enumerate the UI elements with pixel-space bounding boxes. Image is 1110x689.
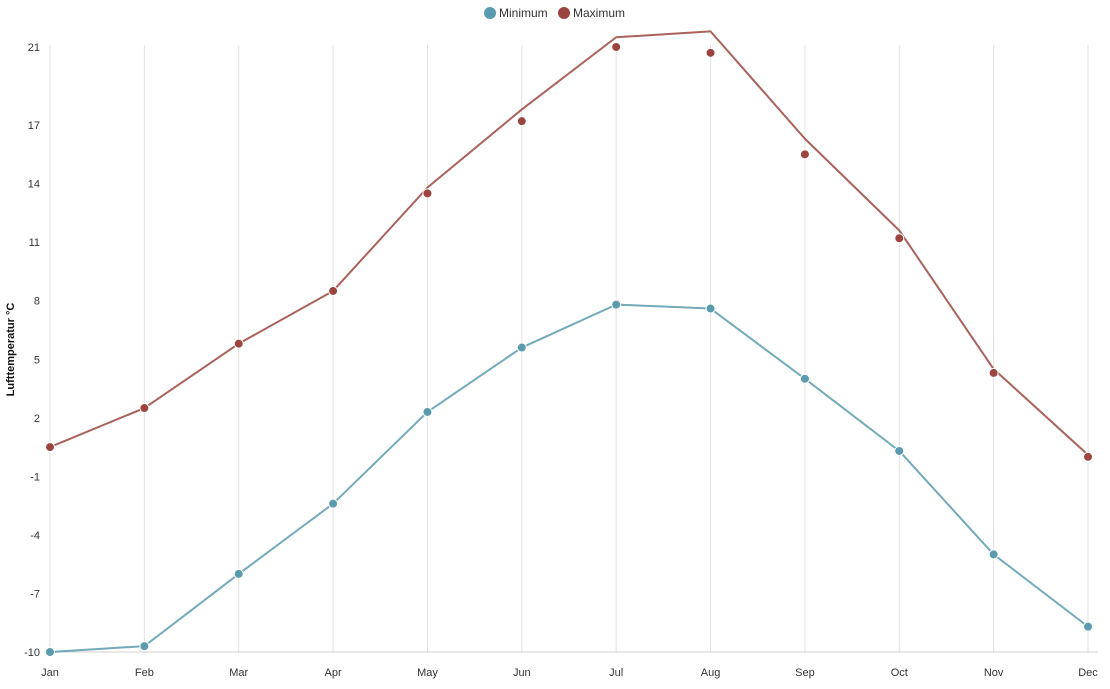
y-tick-minus1: -1: [30, 471, 40, 483]
point-maximum-oct[interactable]: [894, 233, 905, 244]
y-tick-2: 2: [34, 413, 40, 425]
point-maximum-nov[interactable]: [988, 367, 999, 378]
legend[interactable]: Minimum Maximum: [484, 6, 625, 20]
series: [45, 30, 1093, 657]
point-minimum-jun[interactable]: [516, 342, 527, 353]
point-minimum-mar[interactable]: [233, 568, 244, 579]
legend-marker-minimum: [484, 7, 496, 19]
grid: [49, 45, 1089, 652]
legend-item-minimum[interactable]: Minimum: [484, 6, 548, 20]
legend-item-maximum[interactable]: Maximum: [558, 6, 625, 20]
point-minimum-feb[interactable]: [139, 641, 150, 652]
point-minimum-aug[interactable]: [705, 303, 716, 314]
point-minimum-dec[interactable]: [1083, 621, 1093, 632]
y-tick-minus10: -10: [24, 647, 40, 659]
point-minimum-apr[interactable]: [328, 498, 339, 509]
point-maximum-dec[interactable]: [1083, 451, 1093, 462]
y-tick-17: 17: [28, 120, 40, 132]
y-tick-21: 21: [28, 42, 40, 54]
x-tick-oct: Oct: [891, 667, 908, 679]
axes: Jan Feb Mar Apr May Jun Jul Aug Sep Oct Nov Dec -10 -…: [24, 42, 1098, 679]
x-tick-jan: Jan: [41, 667, 59, 679]
x-tick-nov: Nov: [984, 667, 1004, 679]
y-tick-14: 14: [28, 179, 40, 191]
x-tick-aug: Aug: [701, 667, 721, 679]
x-tick-mar: Mar: [229, 667, 248, 679]
point-minimum-oct[interactable]: [894, 445, 905, 456]
point-maximum-apr[interactable]: [328, 285, 339, 296]
y-tick-minus7: -7: [30, 588, 40, 600]
y-tick-11: 11: [29, 237, 40, 249]
x-tick-dec: Dec: [1078, 667, 1098, 679]
x-tick-may: May: [417, 667, 438, 679]
y-tick-minus4: -4: [30, 530, 40, 542]
series-minimum: [45, 299, 1093, 657]
x-tick-apr: Apr: [325, 667, 342, 679]
point-minimum-jul[interactable]: [611, 299, 622, 310]
point-minimum-jan[interactable]: [45, 647, 55, 657]
legend-marker-maximum: [558, 7, 570, 19]
x-tick-sep: Sep: [795, 667, 815, 679]
series-line-minimum: [49, 303, 1089, 653]
y-tick-8: 8: [34, 296, 40, 308]
series-maximum: [45, 30, 1093, 462]
x-tick-jul: Jul: [609, 667, 623, 679]
legend-label-maximum: Maximum: [573, 6, 625, 20]
point-minimum-may[interactable]: [422, 406, 433, 417]
point-maximum-sep[interactable]: [799, 149, 810, 160]
y-tick-5: 5: [34, 354, 40, 366]
point-maximum-jul[interactable]: [611, 42, 622, 52]
legend-label-minimum: Minimum: [499, 6, 548, 20]
point-maximum-may[interactable]: [422, 188, 433, 199]
point-maximum-aug[interactable]: [705, 47, 716, 58]
point-maximum-mar[interactable]: [233, 338, 244, 349]
point-maximum-jun[interactable]: [516, 116, 527, 127]
series-line-maximum: [49, 30, 1089, 456]
point-minimum-nov[interactable]: [988, 549, 999, 560]
point-maximum-feb[interactable]: [139, 403, 150, 414]
point-minimum-sep[interactable]: [799, 373, 810, 384]
y-axis-title: Lufttemperatur °C: [5, 303, 17, 397]
x-tick-feb: Feb: [135, 667, 154, 679]
point-maximum-jan[interactable]: [45, 442, 55, 453]
x-tick-jun: Jun: [513, 667, 531, 679]
